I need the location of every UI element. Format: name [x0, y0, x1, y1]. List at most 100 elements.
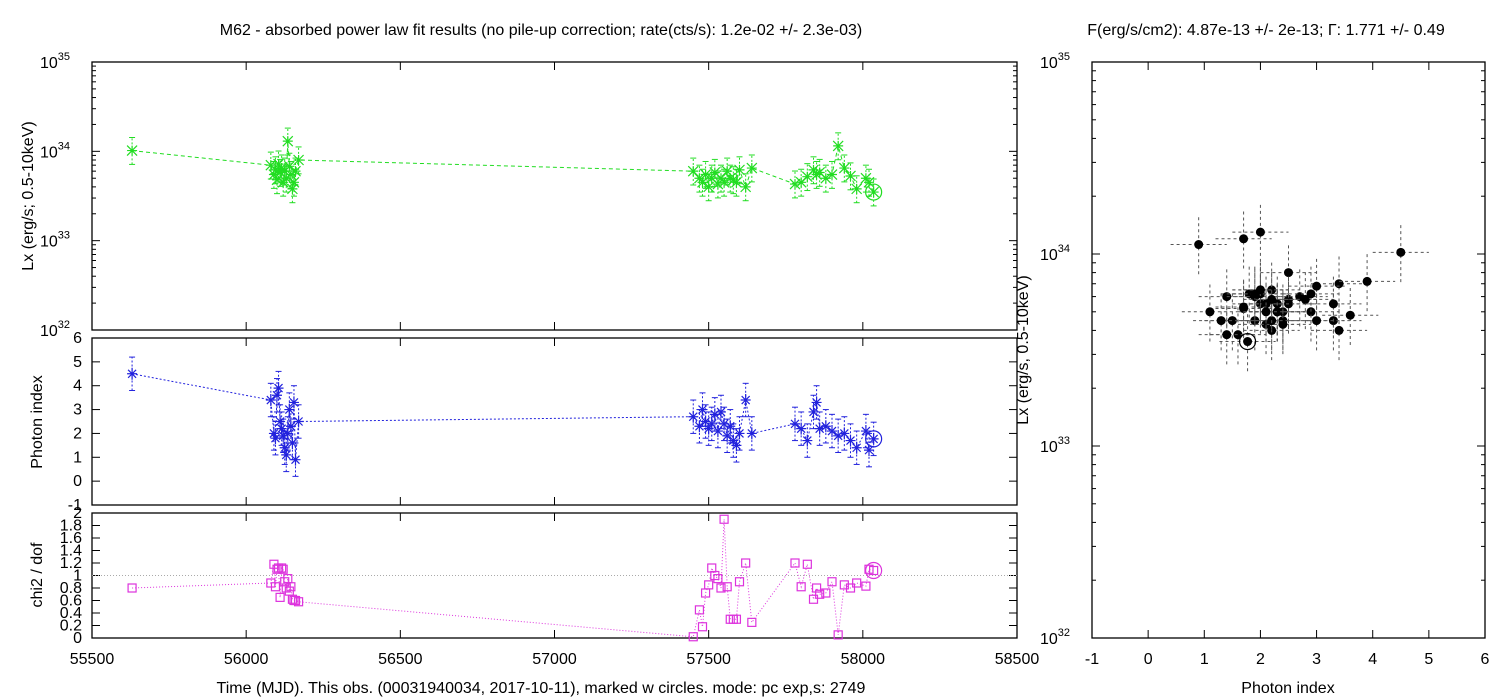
data-point — [282, 427, 293, 440]
data-point — [740, 181, 752, 193]
data-point — [1227, 316, 1237, 326]
data-point — [270, 432, 281, 445]
data-point — [839, 427, 850, 440]
data-point — [811, 396, 822, 409]
data-point — [852, 578, 862, 588]
data-point — [1194, 240, 1204, 250]
data-point — [1284, 268, 1293, 278]
y-tick-label: 0.6 — [60, 593, 82, 610]
data-marks — [92, 127, 1429, 642]
data-point — [283, 160, 295, 172]
y-tick-exponent: 32 — [58, 319, 70, 331]
data-point — [275, 592, 285, 602]
data-point — [1306, 289, 1316, 299]
y-tick-label: 0 — [73, 630, 82, 647]
y-tick-exponent: 35 — [58, 51, 70, 63]
y-tick-exponent: 32 — [1058, 627, 1070, 639]
data-point — [747, 617, 757, 627]
data-point — [278, 564, 288, 574]
data-point — [286, 582, 296, 592]
data-point — [811, 169, 823, 180]
data-point — [276, 422, 287, 435]
data-point — [286, 183, 298, 195]
y-tick-label: 1.2 — [60, 555, 82, 572]
data-point — [1334, 325, 1344, 335]
data-point — [290, 595, 301, 606]
y-tick-label: 1032 — [1040, 627, 1070, 648]
data-point — [709, 408, 720, 421]
photon-index-y-axis-label: Photon index — [29, 375, 46, 468]
x-tick-label: 58000 — [841, 651, 886, 668]
data-point — [293, 154, 305, 166]
data-point — [724, 172, 736, 184]
data-point — [279, 441, 290, 454]
data-point — [688, 632, 698, 642]
data-point — [275, 415, 286, 428]
data-point — [713, 574, 723, 584]
data-point — [126, 145, 138, 156]
data-point — [1312, 281, 1322, 291]
data-point — [709, 167, 721, 178]
data-point — [287, 594, 298, 604]
data-point — [280, 172, 292, 184]
data-point — [863, 176, 875, 188]
x-tick-label: 55500 — [70, 651, 115, 668]
data-point — [820, 420, 831, 433]
y-tick-label: 1032 — [40, 319, 70, 340]
y-tick-label: 1.8 — [60, 518, 82, 535]
data-point — [719, 514, 729, 524]
data-point — [868, 432, 879, 445]
data-point — [734, 164, 745, 176]
y-tick-label: 1034 — [1040, 243, 1070, 264]
data-point — [827, 577, 837, 587]
data-point — [1239, 234, 1249, 244]
x-tick-label: 1 — [1200, 651, 1209, 668]
y-tick-label: 3 — [73, 402, 82, 419]
data-point — [716, 405, 726, 418]
data-point — [693, 172, 705, 184]
y-tick-exponent: 34 — [1058, 243, 1070, 255]
x-tick-label: 56500 — [378, 651, 423, 668]
data-point — [270, 164, 281, 176]
data-point — [851, 183, 863, 195]
data-point — [821, 588, 831, 598]
scatter-panel-frame — [1091, 61, 1486, 639]
y-tick-exponent: 35 — [1058, 51, 1070, 63]
data-point — [285, 169, 297, 180]
data-point — [790, 417, 800, 430]
data-point — [734, 577, 745, 587]
y-tick-label: 1035 — [40, 51, 70, 72]
data-point — [815, 589, 825, 599]
x-tick-label: 5 — [1424, 651, 1433, 668]
data-point — [1306, 307, 1316, 317]
data-point — [1255, 285, 1265, 295]
data-point — [868, 186, 880, 198]
data-point — [704, 580, 714, 590]
y-tick-label: 1035 — [1040, 51, 1070, 72]
data-point — [1300, 294, 1310, 304]
data-point — [833, 630, 843, 640]
y-tick-label: 6 — [73, 330, 82, 347]
data-point — [1243, 337, 1253, 347]
data-point — [808, 594, 819, 604]
current-observation-marker — [865, 430, 883, 448]
series-line — [132, 519, 874, 638]
data-point — [728, 434, 739, 447]
data-point — [811, 583, 822, 593]
chi2-y-axis-label: chi2 / dof — [29, 542, 46, 607]
data-point — [1222, 330, 1232, 340]
x-tick-label: 58500 — [995, 651, 1040, 668]
data-point — [268, 427, 279, 440]
data-point — [272, 389, 282, 402]
data-point — [290, 453, 301, 466]
data-point — [1345, 310, 1355, 320]
data-point — [270, 582, 281, 592]
y-tick-label: 0.4 — [60, 605, 82, 622]
y-tick-exponent: 34 — [58, 140, 70, 152]
y-tick-label: 1.6 — [60, 530, 82, 547]
y-tick-label: 4 — [73, 378, 82, 395]
data-point — [1261, 307, 1271, 317]
data-point — [1239, 302, 1249, 312]
data-point — [293, 415, 304, 428]
data-point — [1396, 247, 1406, 257]
